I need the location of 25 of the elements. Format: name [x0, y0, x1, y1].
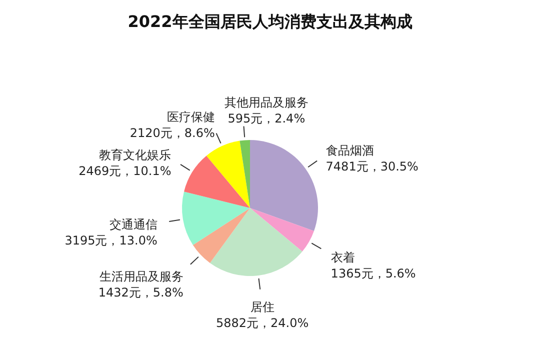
data-label: 2120元，8.6%	[130, 126, 215, 140]
chart-title: 2022年全国居民人均消费支出及其构成	[128, 12, 412, 31]
slice-label: 其他用品及服务	[224, 95, 308, 110]
pie-slice	[250, 208, 314, 252]
pie-slice	[210, 208, 302, 276]
data-label: 7481元，30.5%	[326, 159, 418, 174]
slice-label: 医疗保健	[166, 110, 215, 124]
data-label: 3195元，13.0%	[64, 233, 158, 248]
slice-label: 食品烟酒	[326, 143, 374, 158]
pie-slice	[250, 140, 318, 231]
slice-label: 衣着	[330, 250, 355, 265]
data-label: 595元，2.4%	[228, 111, 306, 126]
pie-slice	[184, 156, 250, 208]
data-label: 5882元，24.0%	[216, 316, 309, 330]
pie-slice	[192, 208, 250, 263]
pie-slice	[182, 192, 250, 245]
data-label: 1432元，5.8%	[98, 286, 184, 300]
slice-label: 生活用品及服务	[99, 270, 184, 284]
slice-label: 居住	[250, 300, 274, 314]
pie-slice	[240, 140, 250, 208]
slice-label: 交通通信	[109, 217, 158, 232]
data-label: 1365元，5.6%	[330, 266, 416, 281]
pie-slice	[206, 140, 250, 208]
slice-label: 教育文化娱乐	[99, 148, 172, 162]
data-label: 2469元，10.1%	[78, 164, 172, 178]
